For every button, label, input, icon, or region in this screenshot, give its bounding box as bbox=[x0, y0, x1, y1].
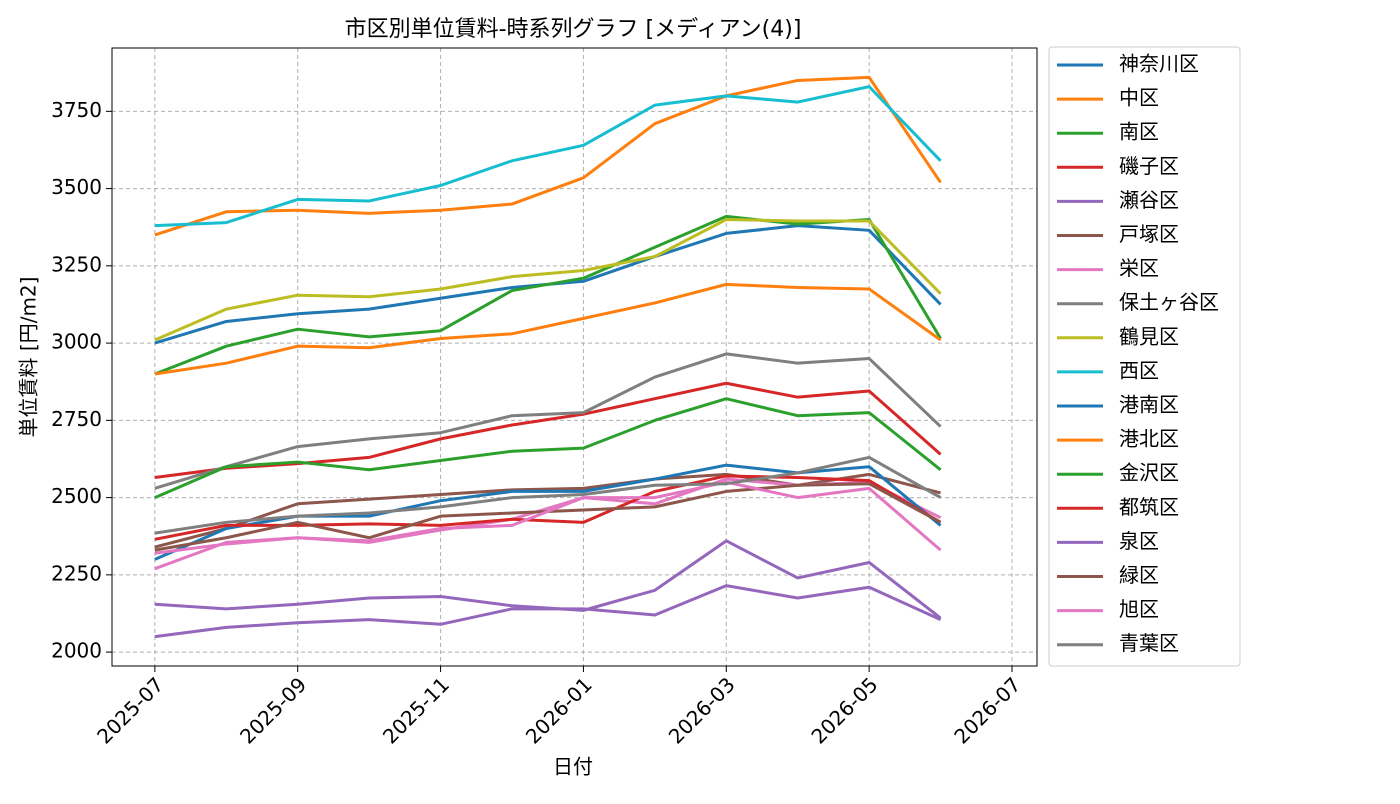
series-line bbox=[154, 282, 942, 376]
legend-label: 港北区 bbox=[1119, 427, 1179, 451]
legend-label: 戸塚区 bbox=[1119, 222, 1179, 246]
y-tick-label: 2250 bbox=[51, 561, 102, 585]
y-axis-label: 単位賃料 [円/m2] bbox=[17, 277, 41, 438]
y-tick-label: 2000 bbox=[51, 639, 102, 663]
series-line bbox=[154, 75, 942, 237]
y-tick-label: 2750 bbox=[51, 407, 102, 431]
legend-label: 南区 bbox=[1119, 120, 1159, 144]
y-tick-label: 2500 bbox=[51, 484, 102, 508]
legend-label: 都筑区 bbox=[1119, 495, 1179, 519]
legend-label: 鶴見区 bbox=[1119, 324, 1179, 348]
legend-label: 中区 bbox=[1119, 86, 1159, 110]
x-tick-label: 2026-01 bbox=[521, 672, 597, 748]
legend-label: 神奈川区 bbox=[1119, 52, 1199, 76]
legend-label: 青葉区 bbox=[1119, 631, 1179, 655]
series-line bbox=[154, 217, 942, 342]
y-tick-label: 3000 bbox=[51, 330, 102, 354]
x-axis-label: 日付 bbox=[553, 755, 593, 779]
y-tick-label: 3500 bbox=[51, 175, 102, 199]
series-line bbox=[154, 455, 942, 535]
x-tick-label: 2026-07 bbox=[949, 672, 1025, 748]
series-line bbox=[154, 480, 942, 555]
legend-label: 瀬谷区 bbox=[1119, 188, 1179, 212]
plot-frame bbox=[111, 47, 1038, 667]
series-line bbox=[154, 381, 942, 479]
series-line bbox=[154, 397, 942, 499]
series-line bbox=[154, 584, 942, 639]
legend-label: 緑区 bbox=[1119, 563, 1159, 587]
x-tick-label: 2025-07 bbox=[92, 672, 168, 748]
x-tick-label: 2025-11 bbox=[378, 672, 454, 748]
legend-label: 金沢区 bbox=[1119, 461, 1179, 485]
legend-label: 港南区 bbox=[1119, 393, 1179, 417]
legend-label: 西区 bbox=[1119, 358, 1159, 382]
series-line bbox=[154, 85, 942, 228]
legend-label: 磯子区 bbox=[1119, 154, 1179, 178]
y-tick-label: 3750 bbox=[51, 98, 102, 122]
x-tick-label: 2025-09 bbox=[235, 672, 311, 748]
series-line bbox=[154, 214, 942, 376]
x-tick-label: 2026-05 bbox=[806, 672, 882, 748]
legend-label: 保土ヶ谷区 bbox=[1119, 290, 1219, 314]
x-tick-label: 2026-03 bbox=[664, 672, 740, 748]
series-line bbox=[154, 352, 942, 490]
legend-label: 栄区 bbox=[1119, 256, 1159, 280]
chart-title: 市区別単位賃料-時系列グラフ [メディアン(4)] bbox=[345, 17, 802, 42]
y-tick-label: 3250 bbox=[51, 252, 102, 276]
legend-label: 旭区 bbox=[1119, 597, 1159, 621]
series-line bbox=[154, 539, 942, 620]
legend-label: 泉区 bbox=[1119, 529, 1159, 553]
